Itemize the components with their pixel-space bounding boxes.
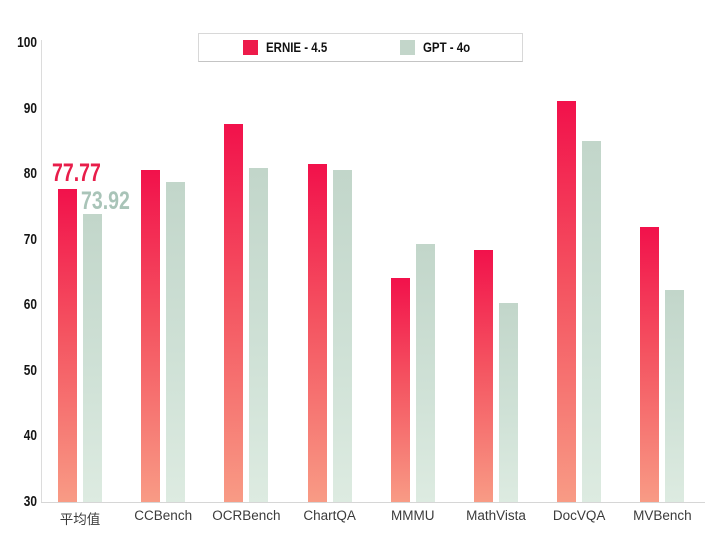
x-label-DocVQA: DocVQA (552, 508, 606, 523)
bar-ernie-CCBench (141, 169, 161, 502)
x-label-ChartQA: ChartQA (303, 508, 356, 523)
bar-gpt-OCRBench (249, 167, 269, 502)
y-tick-30: 30 (23, 494, 37, 510)
y-tick-50: 50 (23, 362, 37, 379)
bar-ernie-平均值 (58, 188, 77, 502)
x-label-OCRBench: OCRBench (212, 508, 281, 523)
y-tick-40: 40 (23, 428, 37, 445)
bar-gpt-MVBench (665, 290, 685, 502)
legend-label-ernie: ERNIE - 4.5 (265, 40, 327, 55)
x-label-MMMU: MMMU (391, 508, 435, 523)
x-label-MVBench: MVBench (633, 508, 692, 523)
legend-entry-gpt: GPT - 4o (399, 40, 479, 55)
legend-swatch-gpt (399, 40, 415, 55)
bar-ernie-MVBench (640, 226, 660, 502)
bar-gpt-ChartQA (332, 170, 352, 502)
bar-gpt-MMMU (415, 243, 435, 502)
bar-gpt-CCBench (166, 182, 186, 502)
value-label-ernie-average: 77.77 (52, 159, 101, 187)
bar-gpt-MathVista (499, 302, 518, 502)
bar-gpt-平均值 (83, 214, 102, 502)
bar-ernie-DocVQA (557, 100, 577, 502)
y-tick-100: 100 (17, 35, 37, 51)
bar-ernie-ChartQA (307, 163, 327, 502)
legend-swatch-ernie (242, 40, 258, 55)
x-axis-line (41, 502, 705, 503)
bar-ernie-OCRBench (224, 123, 244, 502)
bar-gpt-DocVQA (582, 141, 602, 502)
y-axis-line (41, 40, 42, 503)
x-label-CCBench: CCBench (134, 508, 193, 523)
x-label-MathVista: MathVista (466, 508, 526, 523)
x-label-平均值: 平均值 (59, 512, 101, 527)
bar-ernie-MathVista (474, 250, 493, 502)
legend-entry-ernie: ERNIE - 4.5 (242, 40, 338, 55)
y-tick-60: 60 (23, 297, 37, 314)
y-tick-70: 70 (23, 231, 37, 248)
bar-ernie-MMMU (390, 278, 410, 502)
y-tick-90: 90 (23, 100, 37, 117)
value-label-gpt-average: 73.92 (81, 187, 130, 215)
y-tick-80: 80 (23, 166, 37, 183)
legend-label-gpt: GPT - 4o (422, 40, 470, 55)
legend: ERNIE - 4.5 GPT - 4o (198, 33, 523, 62)
